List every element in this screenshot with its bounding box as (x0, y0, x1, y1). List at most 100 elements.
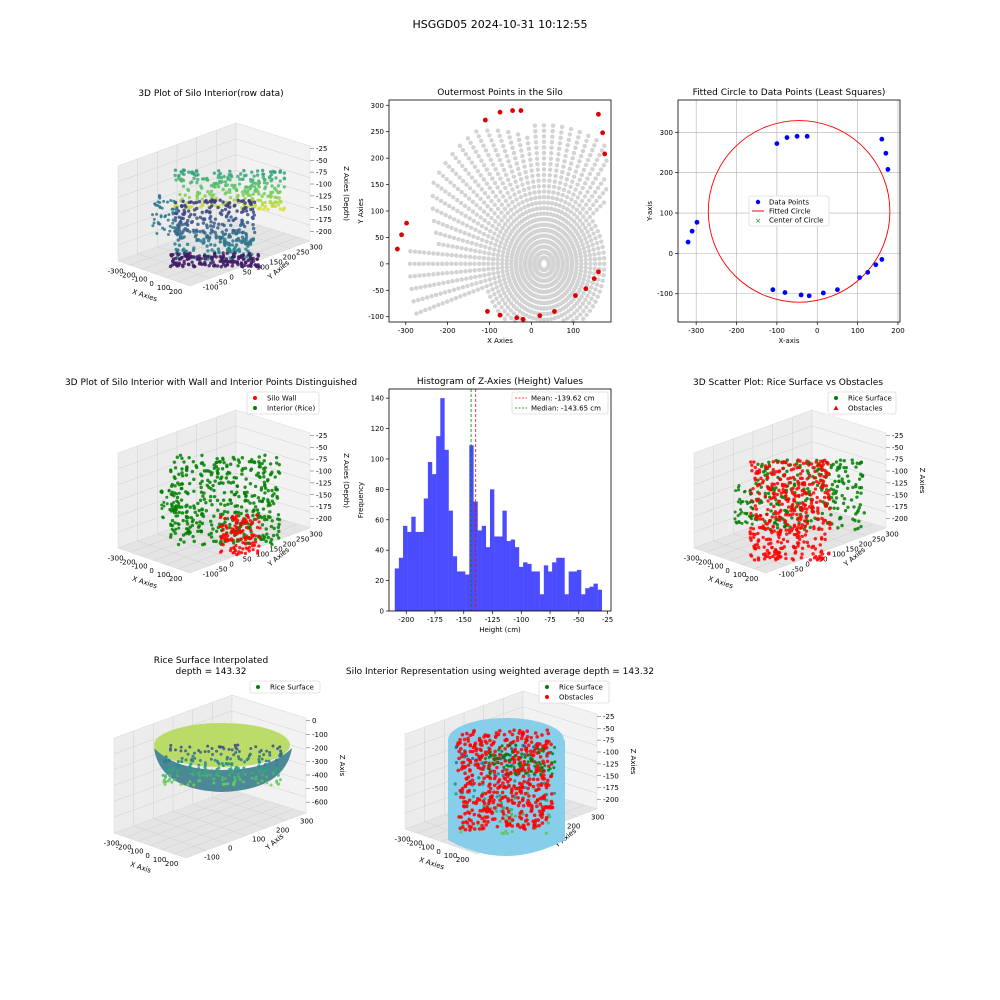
scatter-point (255, 551, 260, 555)
y-axis-label: Frequency (357, 482, 365, 518)
interior-point (541, 189, 547, 194)
interior-point (447, 214, 453, 220)
scatter-point (756, 558, 761, 562)
interior-point (587, 171, 593, 177)
interior-point (454, 253, 459, 258)
scatter-point (207, 264, 211, 268)
scatter-point (532, 794, 536, 798)
scatter-point (527, 743, 531, 748)
scatter-point (820, 485, 825, 490)
interior-point (538, 211, 543, 216)
histogram-bar (423, 498, 429, 611)
scatter-point (221, 498, 226, 502)
scatter-point (228, 169, 232, 174)
interior-point (503, 185, 508, 191)
interior-point (474, 202, 479, 208)
scatter-point (209, 224, 213, 228)
scatter-point (751, 486, 755, 491)
interior-point (592, 162, 597, 167)
scatter-point (519, 809, 524, 814)
scatter-point (176, 760, 180, 764)
scatter-point (202, 254, 207, 258)
scatter-point (204, 509, 209, 513)
scatter-point (784, 556, 788, 561)
interior-point (477, 229, 482, 235)
interior-point (457, 143, 463, 149)
y-tick-label: 200 (371, 155, 384, 163)
scatter-point (824, 475, 828, 479)
scatter-point (230, 763, 234, 767)
scatter-point (269, 179, 273, 183)
interior-point (541, 317, 547, 322)
scatter-point (552, 766, 556, 770)
scatter-point (250, 544, 255, 548)
scatter-point (195, 216, 199, 220)
scatter-point (151, 224, 155, 228)
scatter-point (271, 744, 275, 748)
interior-point (571, 311, 577, 316)
scatter-point (218, 240, 222, 244)
z-axis-label: Z Axies (Depth) (342, 453, 350, 508)
scatter-point (245, 220, 250, 225)
histogram-bar (543, 565, 549, 611)
interior-point (593, 287, 598, 292)
z-tick-label: -50 (316, 444, 327, 452)
interior-point (496, 274, 501, 280)
scatter-point (260, 768, 264, 772)
scatter-point (186, 752, 190, 756)
scatter-point (463, 771, 467, 776)
scatter-point (513, 814, 518, 818)
interior-point (565, 263, 570, 269)
scatter-point (736, 500, 740, 504)
scatter-point (807, 482, 812, 487)
scatter-point (837, 479, 841, 483)
scatter-point (252, 230, 257, 235)
scatter-point (198, 215, 203, 220)
interior-point (568, 184, 573, 190)
y-tick-label: 200 (276, 827, 289, 835)
outer-point (510, 108, 515, 113)
interior-point (456, 286, 461, 291)
scatter-point (250, 771, 254, 775)
interior-point (500, 269, 505, 274)
interior-point (450, 244, 455, 249)
scatter-point (538, 742, 542, 746)
interior-point (408, 274, 413, 279)
data-point (879, 136, 885, 142)
grid-line (235, 473, 311, 497)
scatter-point (521, 803, 526, 808)
interior-point (599, 284, 604, 289)
interior-point (584, 240, 590, 245)
scatter-point (162, 504, 166, 508)
scatter-point (200, 453, 204, 458)
scatter-point (265, 532, 269, 536)
z-tick-label: -75 (603, 737, 614, 745)
scatter-point (860, 474, 864, 478)
interior-point (533, 201, 539, 206)
scatter-point (201, 217, 205, 221)
scatter-point (854, 484, 858, 489)
scatter-point (206, 189, 210, 194)
scatter-point (179, 749, 183, 753)
scatter-point (202, 237, 206, 241)
histogram-bar (444, 449, 449, 611)
interior-point (427, 306, 432, 311)
interior-point (512, 204, 518, 210)
scatter-point (478, 742, 483, 747)
outer-point (497, 109, 503, 115)
scatter-point (495, 795, 499, 799)
scatter-point (488, 786, 493, 791)
scatter-point (823, 501, 827, 505)
scatter-point (525, 734, 530, 739)
scatter-point (187, 257, 191, 261)
scatter-point (792, 509, 797, 513)
interior-point (453, 261, 459, 267)
scatter-point (268, 174, 272, 179)
interior-point (498, 189, 503, 195)
interior-point (576, 135, 581, 140)
interior-point (498, 282, 504, 288)
scatter-point (181, 518, 185, 523)
interior-point (581, 308, 586, 314)
scatter-point (201, 773, 205, 777)
scatter-point (221, 775, 225, 779)
